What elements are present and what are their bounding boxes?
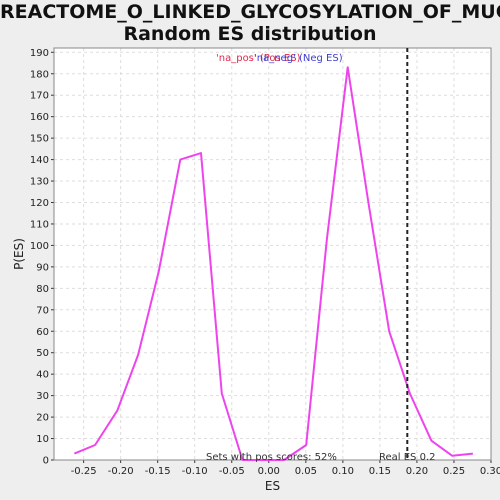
x-tick-label: -0.10 xyxy=(182,466,208,477)
y-tick-label: 70 xyxy=(36,305,49,316)
chart-title-line2: Random ES distribution xyxy=(123,23,377,45)
plot-area xyxy=(54,48,491,460)
y-tick-label: 50 xyxy=(36,348,49,359)
x-tick-label: 0.20 xyxy=(406,466,428,477)
marks xyxy=(74,48,474,461)
y-tick-label: 0 xyxy=(43,456,49,467)
y-tick-label: 90 xyxy=(36,262,49,273)
y-tick-label: 20 xyxy=(36,413,49,424)
chart-title-line1: REACTOME_O_LINKED_GLYCOSYLATION_OF_MUCIN… xyxy=(0,1,500,23)
y-tick-label: 80 xyxy=(36,284,49,295)
x-tick-label: -0.05 xyxy=(219,466,245,477)
y-tick-label: 130 xyxy=(30,177,49,188)
x-tick-label: 0.30 xyxy=(480,466,500,477)
y-tick-label: 160 xyxy=(30,112,49,123)
x-tick-label: 0.05 xyxy=(295,466,317,477)
x-tick-label: 0.25 xyxy=(443,466,465,477)
y-tick-label: 60 xyxy=(36,327,49,338)
y-tick-label: 110 xyxy=(30,219,49,230)
y-tick-label: 100 xyxy=(30,241,49,252)
pos-scores-annotation: Sets with pos scores: 52% xyxy=(206,452,337,463)
y-tick-label: 180 xyxy=(30,69,49,80)
x-tick-label: -0.15 xyxy=(145,466,171,477)
series-line xyxy=(74,66,474,461)
y-tick-label: 10 xyxy=(36,434,49,445)
x-tick-label: 0.00 xyxy=(258,466,280,477)
y-tick-label: 150 xyxy=(30,134,49,145)
y-tick-label: 140 xyxy=(30,155,49,166)
real-es-label: Real ES 0.2 xyxy=(379,452,435,463)
x-tick-label: -0.25 xyxy=(71,466,97,477)
y-tick-label: 190 xyxy=(30,48,49,59)
x-axis-label: ES xyxy=(265,479,280,493)
x-tick-label: 0.10 xyxy=(332,466,354,477)
y-tick-label: 30 xyxy=(36,391,49,402)
y-tick-label: 170 xyxy=(30,91,49,102)
y-tick-label: 40 xyxy=(36,370,49,381)
x-tick-label: 0.15 xyxy=(369,466,391,477)
y-tick-label: 120 xyxy=(30,198,49,209)
legend-entry-pos: 'na_pos' (Pos ES) xyxy=(216,53,301,64)
grid xyxy=(54,48,492,461)
x-tick-label: -0.20 xyxy=(108,466,134,477)
y-axis-label: P(ES) xyxy=(12,238,26,270)
legend-entry-neg: 'na_neg' (Neg ES) xyxy=(254,53,343,64)
